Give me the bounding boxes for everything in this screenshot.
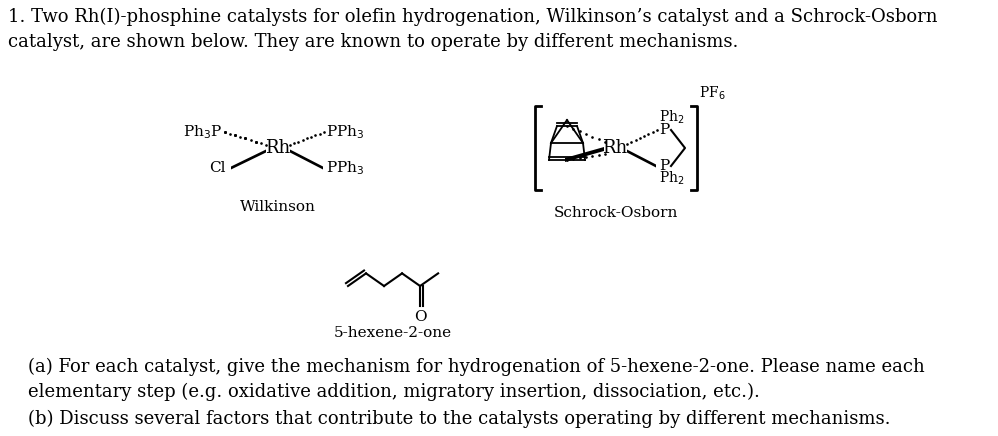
Polygon shape <box>565 147 604 162</box>
Text: PPh$_3$: PPh$_3$ <box>326 123 364 141</box>
Polygon shape <box>290 150 323 170</box>
Text: P: P <box>659 159 670 173</box>
Polygon shape <box>231 150 266 170</box>
Text: Ph$_2$: Ph$_2$ <box>659 108 685 126</box>
Text: Rh: Rh <box>265 139 290 157</box>
Text: 1. Two Rh(I)-phosphine catalysts for olefin hydrogenation, Wilkinson’s catalyst : 1. Two Rh(I)-phosphine catalysts for ole… <box>8 8 937 51</box>
Text: Schrock-Osborn: Schrock-Osborn <box>554 206 679 220</box>
Text: P: P <box>659 123 670 137</box>
Polygon shape <box>627 150 656 167</box>
Text: Ph$_2$: Ph$_2$ <box>659 169 685 187</box>
Text: Ph$_3$P: Ph$_3$P <box>183 123 222 141</box>
Text: O: O <box>414 310 426 324</box>
Text: (b) Discuss several factors that contribute to the catalysts operating by differ: (b) Discuss several factors that contrib… <box>28 410 890 428</box>
Text: 5-hexene-2-one: 5-hexene-2-one <box>334 326 452 340</box>
Text: PF$_6$: PF$_6$ <box>699 85 726 102</box>
Text: PPh$_3$: PPh$_3$ <box>326 159 364 177</box>
Text: Rh: Rh <box>603 139 628 157</box>
Text: (a) For each catalyst, give the mechanism for hydrogenation of 5-hexene-2-one. P: (a) For each catalyst, give the mechanis… <box>28 358 925 401</box>
Text: Wilkinson: Wilkinson <box>241 200 316 214</box>
Text: Cl: Cl <box>210 161 226 175</box>
